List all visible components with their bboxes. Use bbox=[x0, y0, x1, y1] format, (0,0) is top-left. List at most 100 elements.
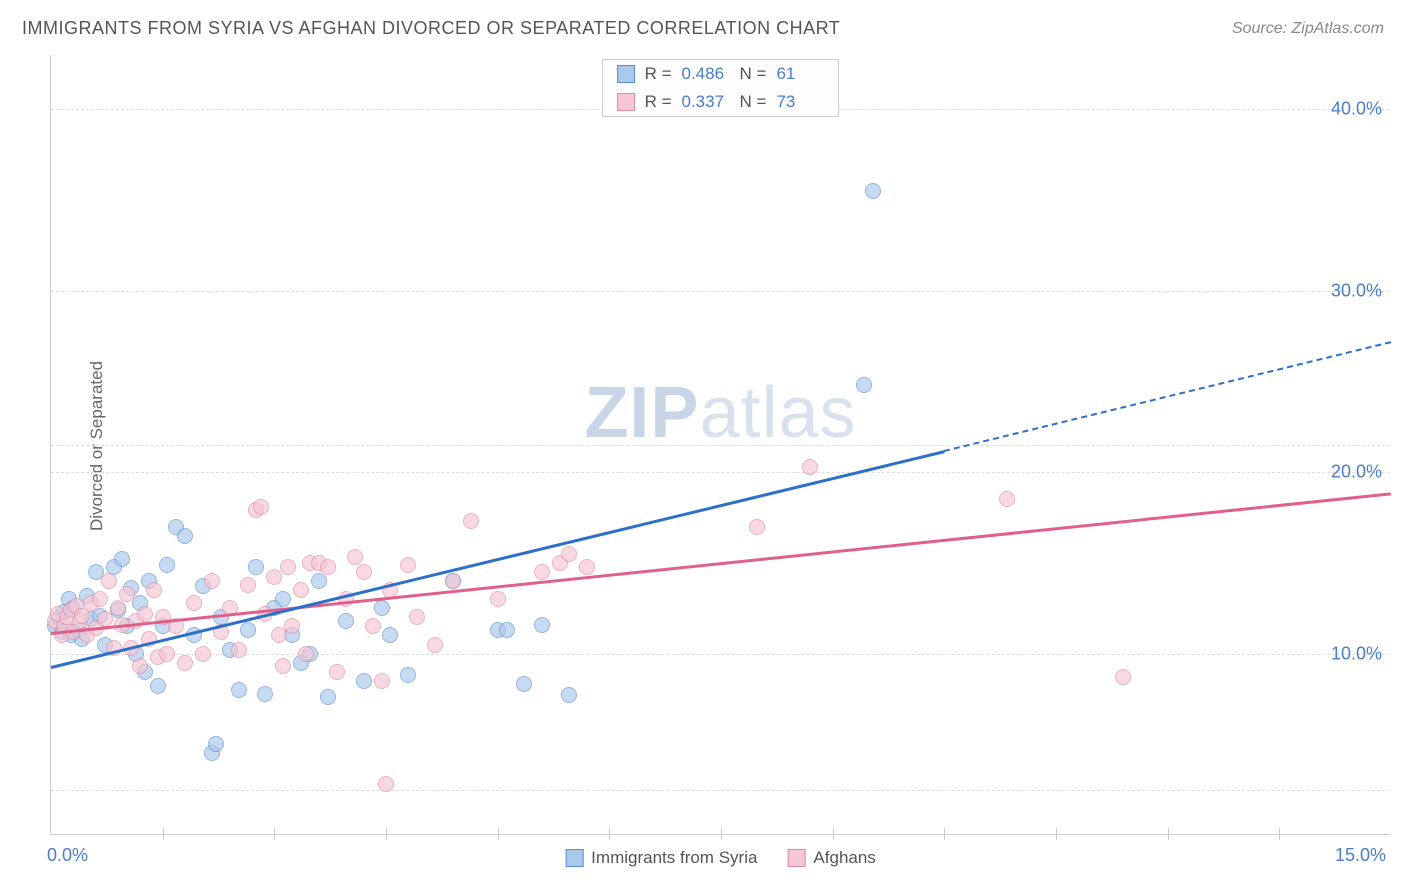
data-point bbox=[298, 646, 314, 662]
data-point bbox=[257, 686, 273, 702]
gridline bbox=[51, 291, 1390, 292]
x-tick bbox=[1056, 828, 1057, 840]
data-point bbox=[1115, 669, 1131, 685]
data-point bbox=[516, 676, 532, 692]
x-tick bbox=[498, 828, 499, 840]
data-point bbox=[177, 528, 193, 544]
data-point bbox=[856, 377, 872, 393]
data-point bbox=[231, 642, 247, 658]
x-tick bbox=[163, 828, 164, 840]
data-point bbox=[114, 551, 130, 567]
data-point bbox=[275, 658, 291, 674]
scatter-chart: ZIPatlas 10.0%20.0%30.0%40.0%0.0%15.0%R … bbox=[50, 55, 1390, 835]
legend-series: Immigrants from Syria Afghans bbox=[565, 848, 876, 868]
data-point bbox=[320, 689, 336, 705]
data-point bbox=[561, 687, 577, 703]
data-point bbox=[347, 549, 363, 565]
data-point bbox=[240, 577, 256, 593]
y-tick-label: 10.0% bbox=[1331, 643, 1382, 664]
n-label: N = bbox=[740, 64, 767, 84]
data-point bbox=[275, 591, 291, 607]
x-tick bbox=[833, 828, 834, 840]
data-point bbox=[253, 499, 269, 515]
data-point bbox=[374, 673, 390, 689]
data-point bbox=[311, 573, 327, 589]
x-tick bbox=[721, 828, 722, 840]
data-point bbox=[231, 682, 247, 698]
data-point bbox=[534, 617, 550, 633]
x-tick bbox=[609, 828, 610, 840]
data-point bbox=[356, 564, 372, 580]
data-point bbox=[159, 557, 175, 573]
data-point bbox=[378, 776, 394, 792]
data-point bbox=[150, 678, 166, 694]
watermark: ZIPatlas bbox=[584, 372, 856, 454]
n-value: 61 bbox=[776, 64, 824, 84]
y-tick-label: 20.0% bbox=[1331, 462, 1382, 483]
data-point bbox=[534, 564, 550, 580]
legend-swatch bbox=[565, 849, 583, 867]
data-point bbox=[195, 646, 211, 662]
data-point bbox=[204, 573, 220, 589]
gridline bbox=[51, 654, 1390, 655]
data-point bbox=[177, 655, 193, 671]
source-label: Source: ZipAtlas.com bbox=[1232, 20, 1384, 38]
data-point bbox=[280, 559, 296, 575]
x-tick bbox=[1279, 828, 1280, 840]
data-point bbox=[284, 618, 300, 634]
data-point bbox=[338, 613, 354, 629]
legend-swatch bbox=[617, 93, 635, 111]
y-tick-label: 40.0% bbox=[1331, 99, 1382, 120]
r-label: R = bbox=[645, 64, 672, 84]
data-point bbox=[463, 513, 479, 529]
data-point bbox=[240, 622, 256, 638]
data-point bbox=[329, 664, 345, 680]
gridline bbox=[51, 472, 1390, 473]
legend-label: Afghans bbox=[813, 848, 875, 868]
data-point bbox=[802, 459, 818, 475]
legend-swatch bbox=[617, 65, 635, 83]
x-tick bbox=[944, 828, 945, 840]
legend-item: Immigrants from Syria bbox=[565, 848, 757, 868]
x-tick bbox=[386, 828, 387, 840]
legend-label: Immigrants from Syria bbox=[591, 848, 757, 868]
data-point bbox=[749, 519, 765, 535]
data-point bbox=[365, 618, 381, 634]
n-value: 73 bbox=[776, 92, 824, 112]
data-point bbox=[427, 637, 443, 653]
r-value: 0.337 bbox=[682, 92, 730, 112]
data-point bbox=[356, 673, 372, 689]
y-tick-label: 30.0% bbox=[1331, 280, 1382, 301]
legend-item: Afghans bbox=[787, 848, 875, 868]
data-point bbox=[119, 586, 135, 602]
chart-title: IMMIGRANTS FROM SYRIA VS AFGHAN DIVORCED… bbox=[22, 18, 840, 39]
r-label: R = bbox=[645, 92, 672, 112]
data-point bbox=[137, 606, 153, 622]
x-tick bbox=[1168, 828, 1169, 840]
legend-swatch bbox=[787, 849, 805, 867]
x-tick bbox=[274, 828, 275, 840]
data-point bbox=[92, 591, 108, 607]
data-point bbox=[490, 591, 506, 607]
data-point bbox=[186, 595, 202, 611]
data-point bbox=[146, 582, 162, 598]
data-point bbox=[561, 546, 577, 562]
legend-correlation: R =0.486N =61R =0.337N =73 bbox=[602, 59, 840, 117]
r-value: 0.486 bbox=[682, 64, 730, 84]
data-point bbox=[865, 183, 881, 199]
data-point bbox=[382, 627, 398, 643]
data-point bbox=[409, 609, 425, 625]
data-point bbox=[97, 611, 113, 627]
data-point bbox=[159, 646, 175, 662]
data-point bbox=[579, 559, 595, 575]
data-point bbox=[999, 491, 1015, 507]
legend-row: R =0.337N =73 bbox=[603, 88, 839, 116]
x-tick-label: 15.0% bbox=[1335, 845, 1386, 866]
data-point bbox=[101, 573, 117, 589]
data-point bbox=[400, 667, 416, 683]
legend-row: R = 0.486 N = 61 bbox=[603, 60, 839, 88]
data-point bbox=[499, 622, 515, 638]
data-point bbox=[293, 582, 309, 598]
gridline bbox=[51, 445, 1390, 446]
data-point bbox=[248, 559, 264, 575]
